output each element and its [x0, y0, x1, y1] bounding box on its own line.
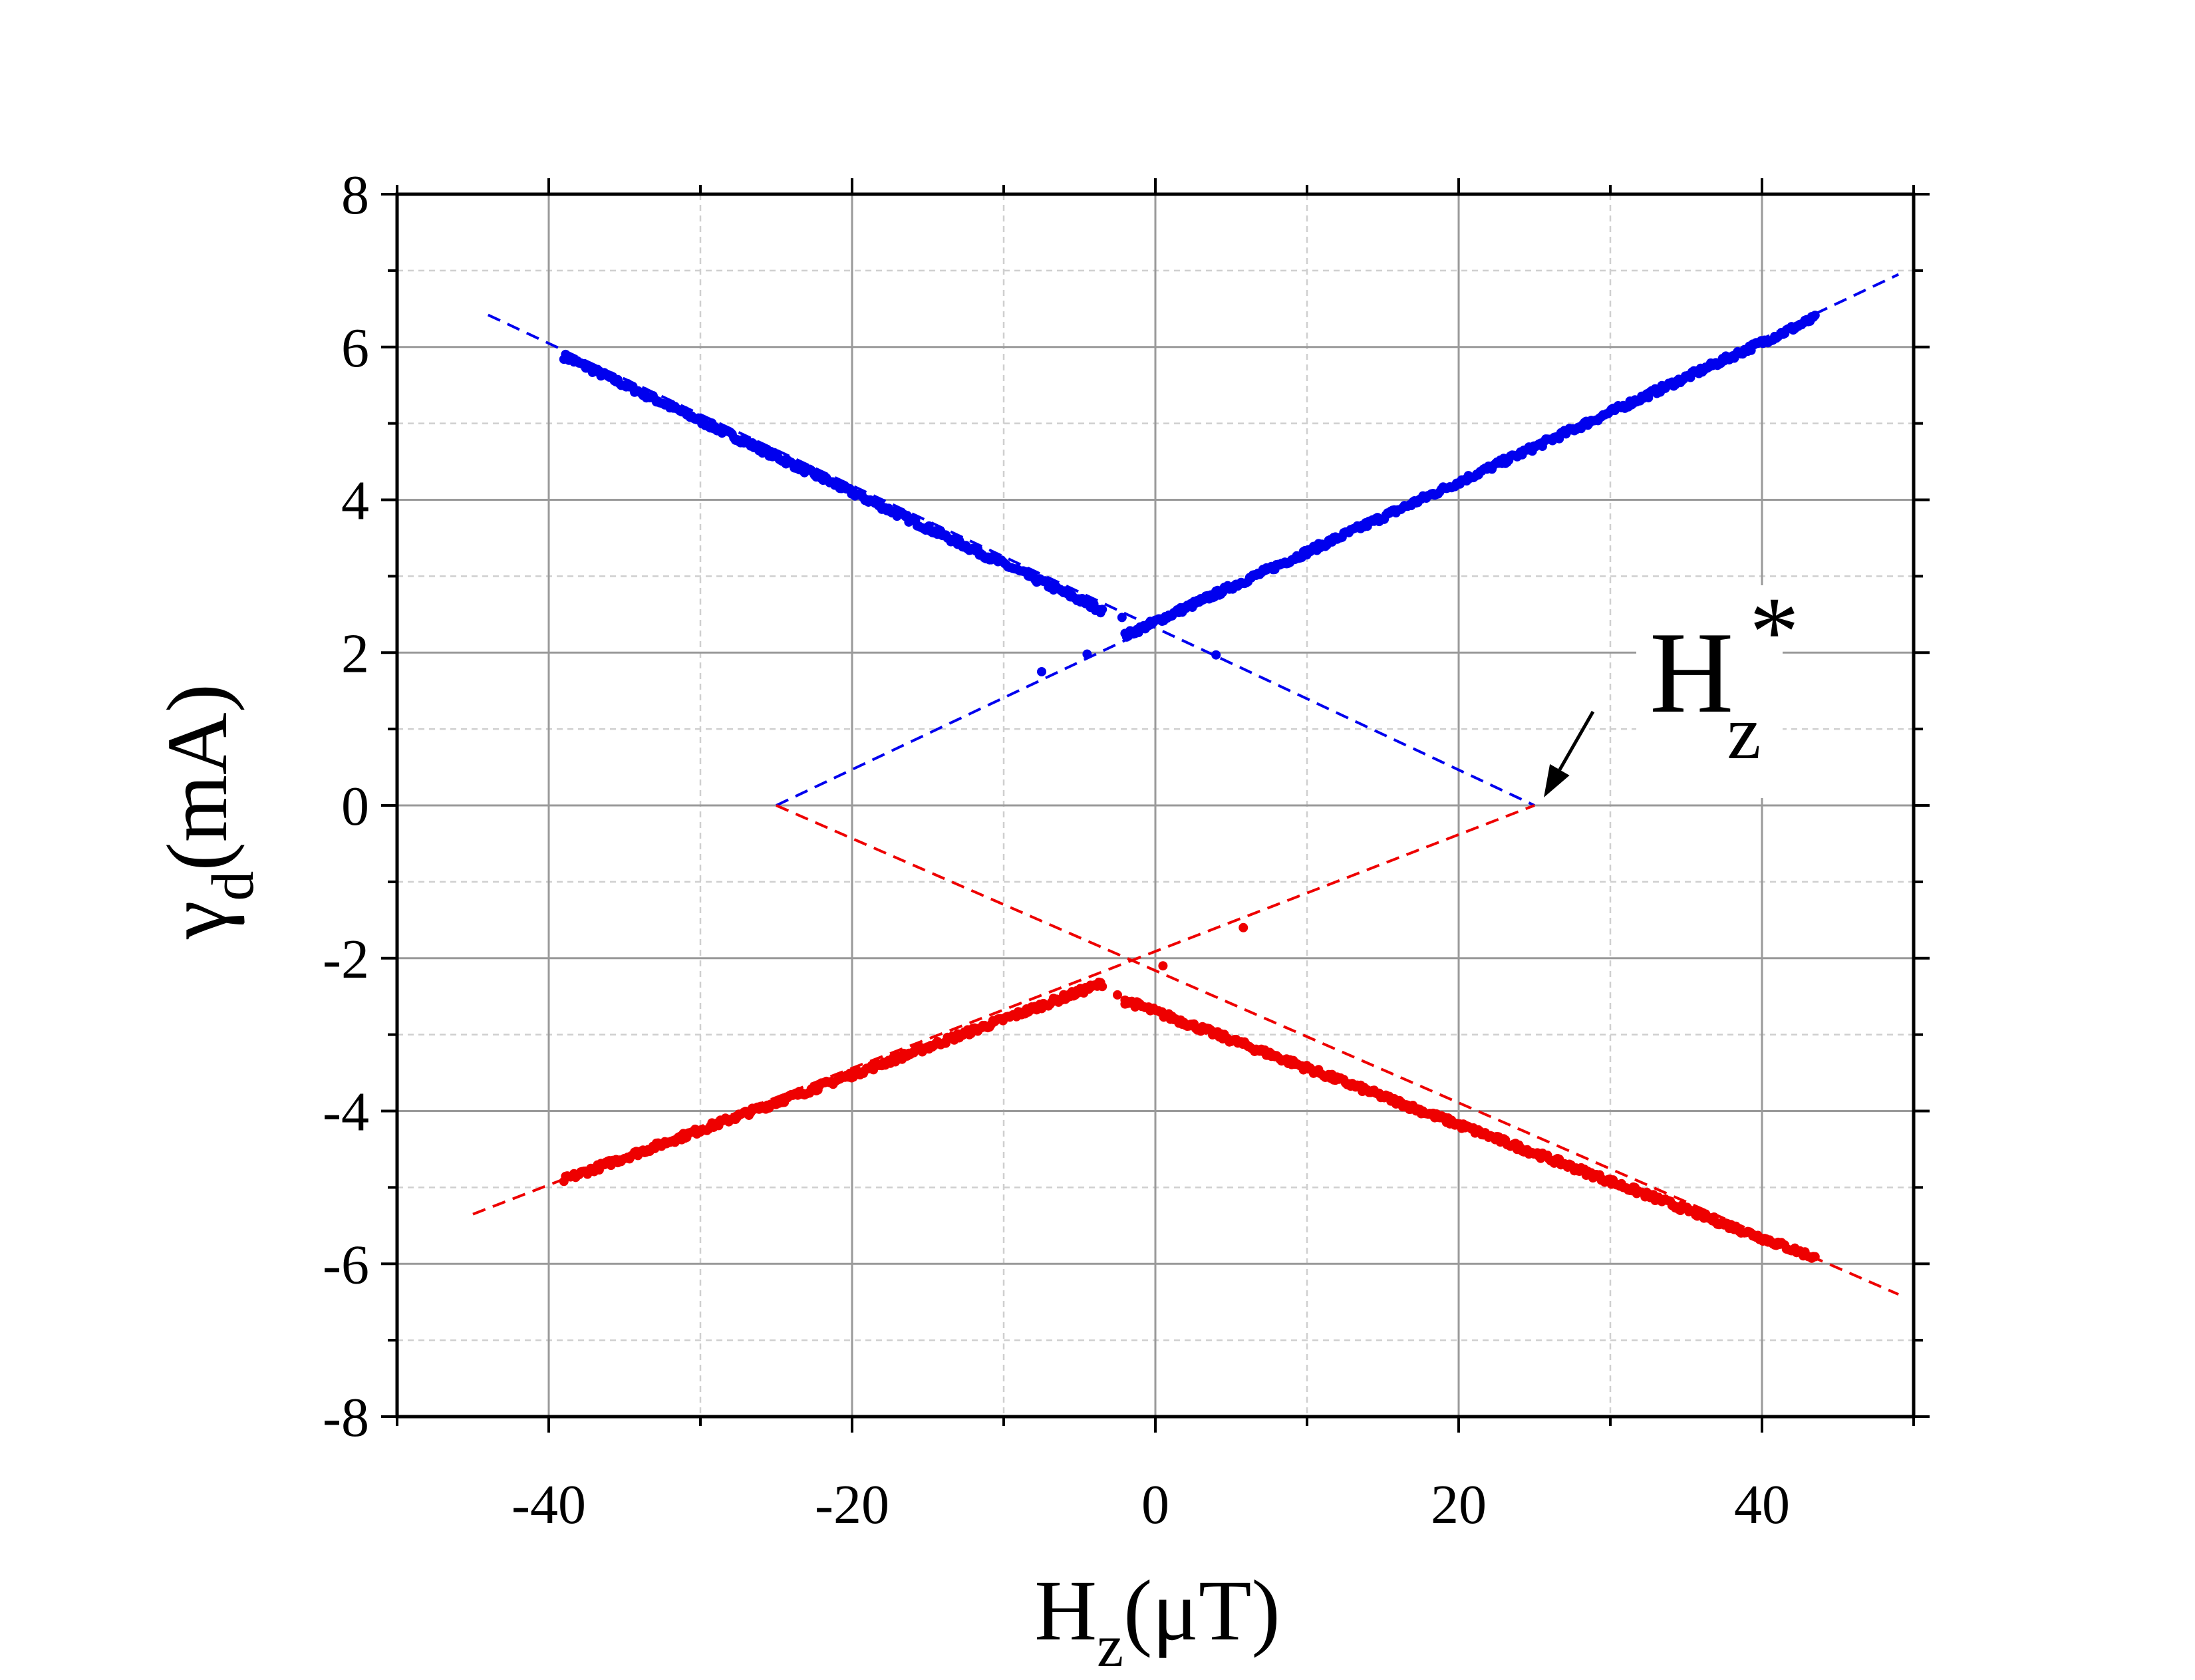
fit-line	[472, 804, 1535, 1216]
x-tick-label: -40	[512, 1474, 586, 1536]
annotation-arrow	[1558, 710, 1595, 771]
data-point	[1158, 961, 1168, 971]
data-point	[1098, 982, 1107, 992]
annotation-sup: *	[1749, 577, 1799, 687]
y-axis-title: γd(mA)	[150, 684, 266, 940]
svg-text:Hz: Hz	[1650, 608, 1761, 775]
data-point	[1120, 999, 1130, 1009]
axis-ticks	[381, 178, 1930, 1433]
x-tick-label: 20	[1431, 1474, 1487, 1536]
y-tick-labels: -8 -6 -4 -2 0 2 4 6 8	[323, 164, 369, 1449]
x-tick-label: 0	[1141, 1474, 1169, 1536]
fit-line	[776, 804, 1899, 1296]
data-point	[1113, 990, 1122, 1000]
x-axis-title-sub: z	[1097, 1613, 1123, 1679]
fit-line	[487, 313, 1535, 807]
y-tick-label: 0	[341, 775, 369, 837]
y-tick-label: 2	[341, 623, 369, 684]
y-tick-label: 8	[341, 164, 369, 226]
data-point	[1098, 605, 1107, 615]
data-point	[1810, 1252, 1820, 1262]
x-tick-label: 40	[1734, 1474, 1790, 1536]
major-grid	[397, 194, 1914, 1417]
data-point	[1082, 649, 1092, 659]
x-axis-title-rest: (μT)	[1123, 1563, 1280, 1659]
y-axis-title-sub: d	[200, 871, 266, 901]
data-point	[1810, 311, 1820, 321]
y-tick-label: 4	[341, 470, 369, 532]
y-tick-label: -4	[323, 1081, 369, 1143]
x-tick-labels: -40 -20 0 20 40	[512, 1474, 1790, 1536]
data-point	[1117, 613, 1127, 623]
y-tick-label: -6	[323, 1234, 369, 1296]
annotation-main: H	[1650, 608, 1733, 737]
annotation-sub: z	[1727, 690, 1761, 775]
annotation-arrowhead	[1544, 764, 1570, 797]
data-points	[559, 311, 1820, 1263]
y-tick-label: -8	[323, 1387, 369, 1449]
y-tick-label: -2	[323, 928, 369, 990]
x-tick-label: -20	[815, 1474, 889, 1536]
hz-star-annotation: Hz *	[1544, 577, 1799, 798]
x-axis-title-main: H	[1034, 1563, 1097, 1659]
data-point	[1211, 650, 1221, 660]
data-point	[1037, 666, 1046, 676]
y-axis-title-main: γ	[150, 901, 245, 940]
data-point	[1239, 922, 1248, 932]
y-axis-title-rest: (mA)	[150, 684, 245, 871]
y-tick-label: 6	[341, 317, 369, 379]
x-axis-title: Hz(μT)	[1034, 1563, 1280, 1679]
